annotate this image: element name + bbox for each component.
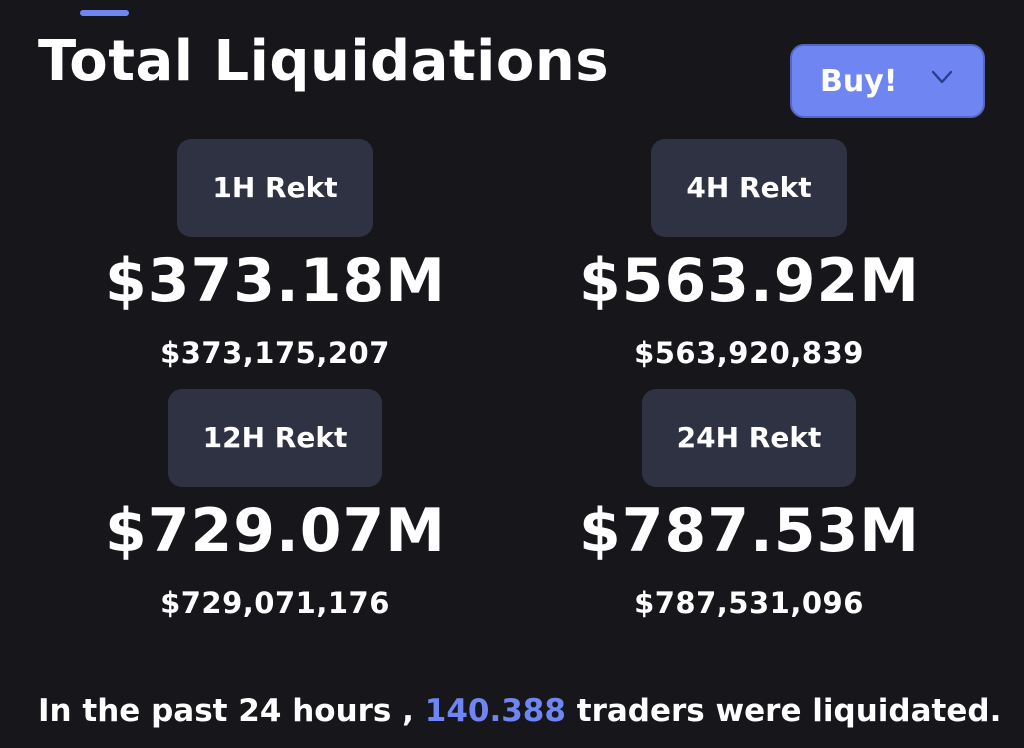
amount-short-1h: $373.18M [105, 246, 446, 316]
stat-card-1h: 1H Rekt $373.18M $373,175,207 [105, 139, 445, 371]
period-badge-4h[interactable]: 4H Rekt [651, 139, 847, 237]
amount-short-4h: $563.92M [579, 246, 920, 316]
amount-full-1h: $373,175,207 [160, 336, 390, 370]
stat-card-12h: 12H Rekt $729.07M $729,071,176 [105, 389, 445, 621]
amount-short-24h: $787.53M [579, 496, 920, 566]
summary-suffix: traders were liquidated. [576, 693, 1002, 729]
period-badge-1h[interactable]: 1H Rekt [177, 139, 373, 237]
amount-short-12h: $729.07M [105, 496, 446, 566]
liquidation-summary: In the past 24 hours , 140.388 traders w… [38, 690, 1001, 732]
amount-full-4h: $563,920,839 [634, 336, 864, 370]
period-badge-12h[interactable]: 12H Rekt [168, 389, 382, 487]
trader-count: 140.388 [424, 693, 566, 729]
summary-prefix: In the past 24 hours , [38, 693, 414, 729]
amount-full-24h: $787,531,096 [634, 586, 864, 620]
buy-button-label: Buy! [820, 63, 898, 99]
stat-card-24h: 24H Rekt $787.53M $787,531,096 [579, 389, 919, 621]
stat-card-4h: 4H Rekt $563.92M $563,920,839 [579, 139, 919, 371]
period-badge-24h[interactable]: 24H Rekt [642, 389, 856, 487]
active-tab-indicator [80, 10, 129, 16]
buy-dropdown-button[interactable]: Buy! [790, 44, 985, 118]
page-title: Total Liquidations [38, 29, 610, 94]
amount-full-12h: $729,071,176 [160, 586, 390, 620]
chevron-down-icon [931, 70, 953, 84]
